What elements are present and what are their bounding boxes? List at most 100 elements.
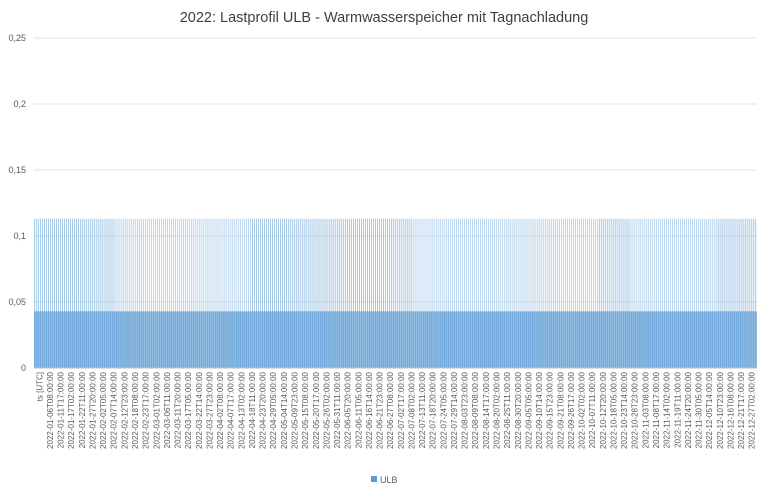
bar-base [695, 311, 698, 368]
bar-peak [497, 218, 499, 312]
x-tick-label: 2022-01-27T20:00:00 [88, 371, 97, 449]
bar-peak [171, 218, 172, 312]
bar-base [550, 311, 553, 368]
bar-base [644, 311, 646, 368]
bar-peak [184, 218, 186, 312]
bar-base [333, 311, 335, 368]
bar-base [715, 311, 718, 368]
bar-peak [357, 218, 358, 312]
bar-base [570, 311, 573, 368]
x-tick-label: 2022-10-07T11:00:00 [588, 371, 597, 448]
bar-peak [105, 218, 107, 312]
bar-base [661, 311, 664, 368]
bar-base [404, 311, 407, 368]
bar-base [675, 311, 678, 368]
x-tick-label: 2022-11-14T02:00:00 [663, 371, 672, 448]
bar-peak [608, 218, 610, 312]
bar-peak [628, 218, 630, 312]
bar-base [218, 311, 220, 368]
bar-base [313, 311, 316, 368]
bar-base [129, 311, 131, 368]
bar-base [307, 311, 310, 368]
bar-base [174, 311, 177, 368]
x-tick-label: 2022-09-05T05:00:00 [524, 371, 533, 449]
bar-peak [119, 218, 121, 312]
x-tick-label: 2022-03-27T23:00:00 [205, 371, 214, 449]
bar-base [586, 311, 589, 368]
bar-base [388, 311, 391, 368]
bar-base [182, 311, 185, 368]
bar-base [323, 311, 325, 368]
bar-base [275, 311, 278, 368]
bar-peak [386, 218, 388, 312]
bar-peak [46, 218, 47, 312]
bar-peak [285, 218, 287, 312]
bar-peak [561, 218, 562, 312]
bar-peak [733, 218, 735, 312]
bar-peak [462, 218, 463, 312]
bar-peak [212, 218, 214, 312]
bar-peak [408, 218, 410, 312]
x-tick-label: 2022-04-18T11:00:00 [248, 371, 257, 448]
bar-peak [341, 218, 343, 312]
bar-peak [480, 218, 481, 312]
bar-base [420, 311, 423, 368]
x-tick-label: 2022-06-16T14:00:00 [365, 371, 374, 449]
bar-base [138, 311, 141, 368]
bar-base [562, 311, 565, 368]
bar-peak [660, 218, 662, 312]
bar-base [148, 311, 151, 368]
bar-base [261, 311, 264, 368]
bar-peak [725, 218, 727, 312]
bar-peak [38, 218, 40, 312]
bar-base [632, 311, 634, 368]
bar-peak [565, 218, 566, 312]
bar-base [436, 311, 438, 368]
bar-peak [563, 218, 564, 312]
bar-base [263, 311, 266, 368]
bar-base [188, 311, 191, 368]
bar-base [240, 311, 242, 368]
bar-peak [624, 218, 626, 312]
bar-peak [226, 218, 228, 312]
bar-peak [283, 218, 285, 312]
bar-peak [377, 218, 378, 312]
bar-peak [289, 218, 291, 312]
bar-peak [697, 218, 699, 312]
bar-base [463, 311, 466, 368]
bar-peak [452, 218, 454, 312]
bar-base [41, 311, 44, 368]
bar-peak [208, 218, 210, 312]
bar-base [451, 311, 454, 368]
bar-base [285, 311, 288, 368]
bar-base [640, 311, 642, 368]
bar-peak [476, 218, 477, 312]
bar-peak [636, 218, 638, 312]
bar-peak [404, 218, 406, 312]
bar-peak [507, 218, 509, 312]
bar-base [552, 311, 555, 368]
x-tick-label: 2022-02-12T23:00:00 [120, 371, 129, 449]
bar-base [560, 311, 563, 368]
bar-base [234, 311, 236, 368]
bar-peak [107, 218, 109, 312]
bar-peak [535, 218, 537, 312]
bar-base [45, 311, 48, 368]
bar-peak [295, 218, 297, 312]
bar-base [717, 311, 720, 368]
bar-base [594, 311, 597, 368]
bar-peak [42, 218, 44, 312]
bar-peak [701, 218, 703, 312]
bar-peak [398, 218, 400, 312]
bar-base [206, 311, 209, 368]
x-tick-label: 2022-08-30T20:00:00 [514, 371, 523, 449]
bar-peak [196, 218, 198, 312]
bar-peak [402, 218, 404, 312]
bar-base [319, 311, 322, 368]
bar-base [372, 311, 375, 368]
bar-peak [131, 218, 133, 312]
x-tick-label: 2022-08-25T11:00:00 [503, 371, 512, 448]
bar-base [541, 311, 543, 368]
bar-base [493, 311, 496, 368]
